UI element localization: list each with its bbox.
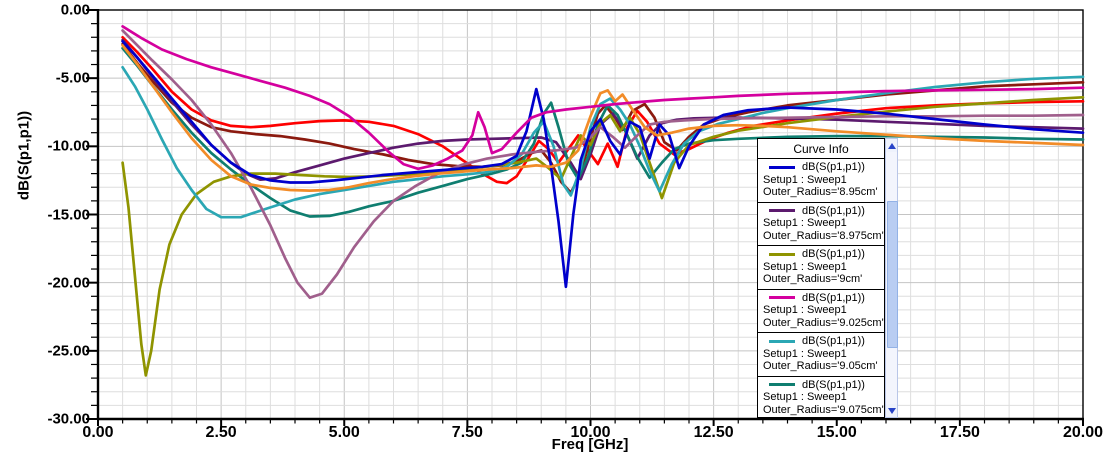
y-axis-title: dB(S(p1,p1)) [15,110,33,201]
y-tick-label: -25.00 [47,342,90,360]
legend-entry[interactable]: dB(S(p1,p1)) Setup1 : Sweep1 Outer_Radius=… [758,201,884,246]
legend-color-swatch [769,296,795,300]
y-tick-label: -5.00 [55,69,90,87]
curve-plum[interactable] [121,29,1085,300]
legend-entry-setup: Setup1 : Sweep1 [763,304,847,316]
curve-blue[interactable] [121,40,1085,289]
y-tick-label: -10.00 [47,137,90,155]
legend-entry-label: dB(S(p1,p1)) [802,335,865,347]
x-tick-label: 0.00 [82,424,114,441]
legend-entry-param: Outer_Radius='9.075cm' [763,403,884,416]
legend-color-swatch [769,165,795,169]
legend-entry-param: Outer_Radius='8.95cm' [763,186,878,198]
scroll-up-icon [887,142,896,149]
legend-color-swatch [769,339,795,343]
legend-color-swatch [769,209,795,213]
y-tick-label: -20.00 [47,274,90,292]
legend-entry[interactable]: dB(S(p1,p1)) Setup1 : Sweep1 Outer_Radius=… [758,245,884,289]
legend-color-swatch [769,383,795,387]
x-tick-label: 20.00 [1062,424,1104,441]
curve-orange[interactable] [121,44,1085,192]
legend-entry-param: Outer_Radius='8.975cm' [763,229,884,242]
scroll-down-icon [887,407,896,414]
curve-info-panel: Curve Info dB(S(p1,p1)) Setup1 : Sweep1 Ou… [757,138,885,418]
x-tick-label: 5.00 [328,424,360,441]
scrollbar-thumb[interactable] [887,201,898,348]
curve-magenta[interactable] [121,25,1085,171]
legend-entry-label: dB(S(p1,p1)) [802,291,865,304]
legend-entry-param: Outer_Radius='9cm' [763,273,863,285]
legend-entry-setup: Setup1 : Sweep1 [763,173,847,186]
legend-entry-setup: Setup1 : Sweep1 [763,391,847,403]
legend-entry-label: dB(S(p1,p1)) [802,161,865,173]
legend-entry[interactable]: dB(S(p1,p1)) Setup1 : Sweep1 Outer_Radius=… [758,375,884,420]
curve-olive[interactable] [121,95,1085,377]
legend-entry[interactable]: dB(S(p1,p1)) Setup1 : Sweep1 Outer_Radius=… [758,288,884,333]
legend-entry-setup: Setup1 : Sweep1 [763,347,847,360]
legend-entry-param: Outer_Radius='9.025cm' [763,316,884,329]
x-axis-title: Freq [GHz] [551,436,629,453]
legend-entry-label: dB(S(p1,p1)) [802,204,865,217]
x-tick-label: 15.00 [816,424,857,441]
x-tick-label: 7.50 [451,424,483,441]
y-tick-label: 0.00 [60,1,90,19]
legend-entry[interactable]: dB(S(p1,p1)) Setup1 : Sweep1 Outer_Radius=… [758,332,884,376]
y-tick-label: -15.00 [47,206,90,223]
y-tick-label: -30.00 [47,410,90,428]
curve-teal[interactable] [121,46,1085,218]
legend-title: Curve Info [793,142,849,156]
curve-red[interactable] [121,35,1085,185]
legend-color-swatch [769,252,795,256]
scroll-down-button[interactable] [886,404,897,417]
legend-scrollbar[interactable] [885,138,898,418]
legend-entry-setup: Setup1 : Sweep1 [763,217,847,229]
legend-entry-param: Outer_Radius='9.05cm' [763,360,878,372]
legend-entry-label: dB(S(p1,p1)) [802,378,865,391]
x-tick-label: 10.00 [570,424,611,441]
scroll-up-button[interactable] [886,139,897,152]
legend-entry-setup: Setup1 : Sweep1 [763,260,847,273]
legend-entry-label: dB(S(p1,p1)) [802,248,865,260]
x-tick-label: 2.50 [205,424,237,441]
x-tick-label: 17.50 [939,424,980,441]
x-tick-label: 12.50 [693,424,734,441]
legend-entry[interactable]: dB(S(p1,p1)) Setup1 : Sweep1 Outer_Radius=… [758,158,884,202]
